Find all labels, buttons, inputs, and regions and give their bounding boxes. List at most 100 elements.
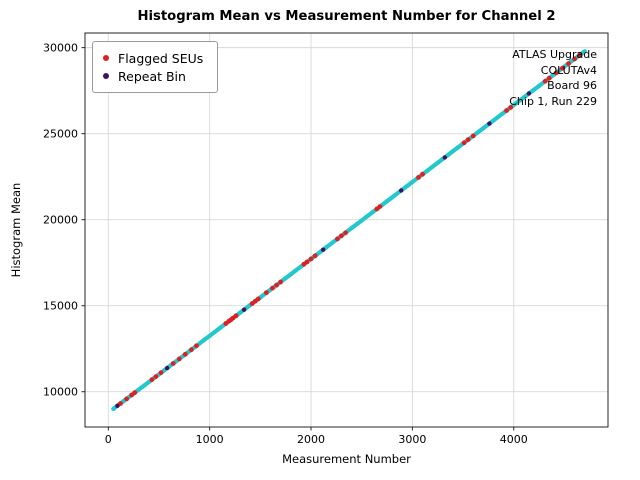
data-point-main xyxy=(141,383,146,388)
flagged-seus-marker-icon xyxy=(103,55,109,61)
data-point-main xyxy=(329,241,334,246)
data-point-flagged-seu xyxy=(274,282,279,288)
data-point-flagged-seu xyxy=(270,285,275,291)
x-tick-label: 4000 xyxy=(500,433,528,446)
data-point-flagged-seu xyxy=(542,78,548,84)
data-point-main xyxy=(425,168,430,173)
x-tick-label: 3000 xyxy=(398,433,426,446)
x-axis-label: Measurement Number xyxy=(282,452,411,466)
data-point-flagged-seu xyxy=(132,390,138,396)
x-tick-label: 1000 xyxy=(196,433,224,446)
data-point-flagged-seu xyxy=(304,259,310,265)
data-point-flagged-seu xyxy=(343,230,348,236)
data-point-main xyxy=(410,179,415,185)
data-point-repeat-bin xyxy=(321,247,326,252)
data-point-main xyxy=(349,226,354,231)
data-point-flagged-seu xyxy=(465,137,471,143)
data-point-main xyxy=(516,99,521,104)
y-tick-label: 25000 xyxy=(43,128,78,141)
data-point-main xyxy=(162,368,167,373)
data-point-repeat-bin xyxy=(115,403,120,408)
repeat-bin-marker-icon xyxy=(103,73,109,79)
data-point-main xyxy=(435,160,440,165)
legend-item-repeat-bin: Repeat Bin xyxy=(103,67,203,85)
data-point-main xyxy=(136,387,141,392)
data-point-main xyxy=(395,191,400,196)
data-point-flagged-seu xyxy=(470,133,476,139)
data-point-repeat-bin xyxy=(526,91,532,96)
data-point-main xyxy=(354,222,359,227)
data-point-flagged-seu xyxy=(572,56,577,62)
data-point-flagged-seu xyxy=(189,347,194,353)
data-point-main xyxy=(283,276,288,281)
data-point-flagged-seu xyxy=(255,296,261,302)
data-point-main xyxy=(430,164,435,169)
data-point-flagged-seu xyxy=(566,61,571,66)
data-point-repeat-bin xyxy=(241,307,247,312)
y-tick-label: 30000 xyxy=(43,42,78,55)
data-point-flagged-seu xyxy=(461,140,467,146)
data-point-main xyxy=(207,333,212,338)
legend-item-flagged-seus: Flagged SEUs xyxy=(103,49,203,67)
data-point-main xyxy=(238,310,243,315)
data-point-main xyxy=(405,183,410,188)
data-point-flagged-seu xyxy=(278,279,283,285)
data-point-flagged-seu xyxy=(335,236,340,242)
data-point-main xyxy=(481,126,486,131)
data-point-flagged-seu xyxy=(124,396,129,402)
data-point-main xyxy=(450,149,455,154)
data-point-main xyxy=(324,245,329,250)
axes-border xyxy=(84,32,609,428)
data-point-main xyxy=(111,406,116,411)
legend: Flagged SEUs Repeat Bin xyxy=(92,41,219,93)
data-point-repeat-bin xyxy=(164,365,170,371)
data-point-main xyxy=(390,195,395,200)
y-tick-label: 15000 xyxy=(43,300,78,313)
data-point-main xyxy=(496,114,501,119)
data-point-flagged-seu xyxy=(149,377,155,383)
data-point-flagged-seu xyxy=(176,356,182,362)
data-point-main xyxy=(293,268,298,273)
data-point-repeat-bin xyxy=(399,188,404,193)
data-point-main xyxy=(202,337,207,342)
data-point-flagged-seu xyxy=(416,175,421,180)
y-axis-label: Histogram Mean xyxy=(9,182,23,278)
data-point-flagged-seu xyxy=(577,52,582,58)
annotation-block: ATLAS Upgrade COLUTAv4 Board 96 Chip 1, … xyxy=(360,47,597,109)
data-point-flagged-seu xyxy=(377,204,383,210)
data-point-main xyxy=(359,218,364,223)
data-point-main xyxy=(364,214,369,219)
data-point-repeat-bin xyxy=(442,155,447,160)
data-point-flagged-seu xyxy=(339,233,344,239)
legend-label: Flagged SEUs xyxy=(118,50,204,66)
data-point-main xyxy=(288,272,293,277)
data-point-flagged-seu xyxy=(553,70,559,76)
data-point-flagged-seu xyxy=(308,256,314,262)
data-point-flagged-seu xyxy=(182,351,188,357)
data-point-flagged-seu xyxy=(153,374,159,379)
data-point-main xyxy=(212,329,217,335)
data-point-main xyxy=(537,83,542,88)
data-point-repeat-bin xyxy=(487,121,492,126)
x-tick-label: 2000 xyxy=(297,433,325,446)
data-point-flagged-seu xyxy=(158,370,164,376)
data-point-flagged-seu xyxy=(420,171,425,177)
chart-title: Histogram Mean vs Measurement Number for… xyxy=(137,9,556,24)
data-point-flagged-seu xyxy=(546,75,552,81)
data-point-flagged-seu xyxy=(560,65,565,71)
data-point-main xyxy=(455,145,461,150)
data-point-main xyxy=(531,87,537,92)
data-point-main xyxy=(521,95,527,100)
data-point-flagged-seu xyxy=(194,343,199,349)
data-point-main xyxy=(476,129,481,135)
x-tick-label: 0 xyxy=(105,433,112,446)
y-tick-label: 20000 xyxy=(43,214,78,227)
data-point-flagged-seu xyxy=(233,313,239,319)
annotation-line: ATLAS Upgrade xyxy=(512,48,597,61)
data-point-main xyxy=(491,118,496,123)
data-point-flagged-seu xyxy=(504,108,509,113)
data-point-flagged-seu xyxy=(264,290,269,296)
data-point-flagged-seu xyxy=(312,253,318,259)
data-point-flagged-seu xyxy=(508,105,514,110)
